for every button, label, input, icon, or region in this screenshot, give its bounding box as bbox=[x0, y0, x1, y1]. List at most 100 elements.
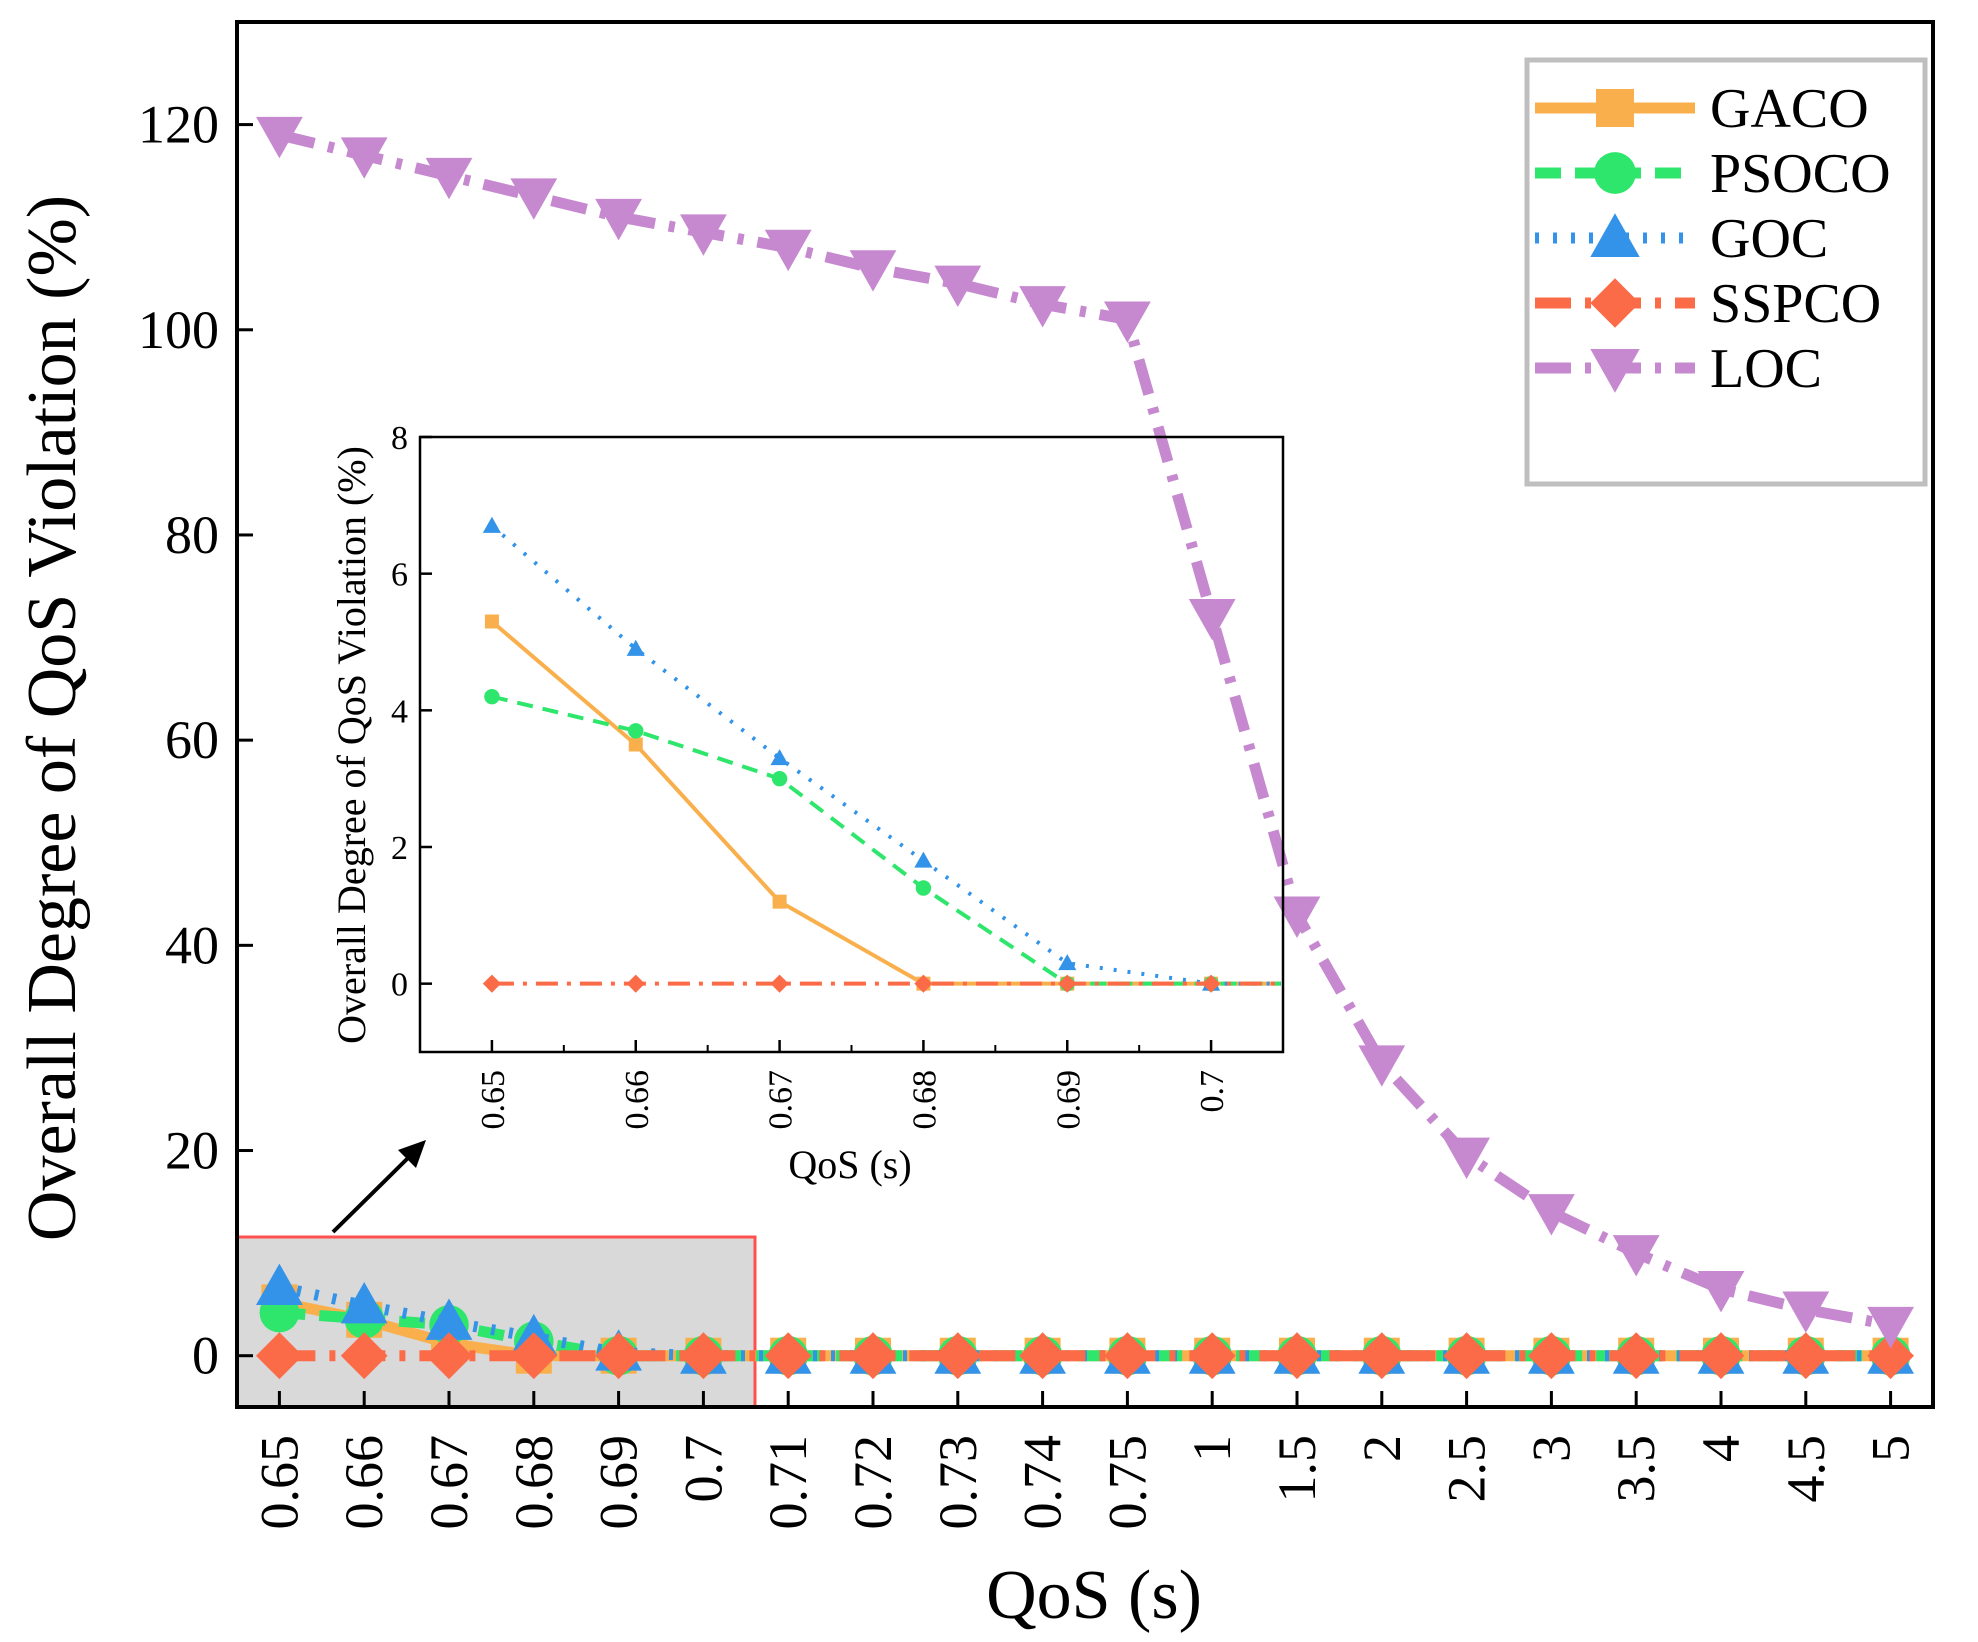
inset-y-tick-label: 8 bbox=[391, 420, 408, 457]
data-point-sspco bbox=[934, 1332, 982, 1380]
data-point-loc bbox=[1104, 301, 1151, 343]
main-y-tick-label: 40 bbox=[165, 915, 219, 975]
inset-point-gaco bbox=[628, 737, 643, 752]
main-x-tick-label: 0.66 bbox=[334, 1435, 394, 1530]
main-series bbox=[256, 116, 1914, 1380]
data-point-goc bbox=[340, 1282, 388, 1324]
inset-y-tick-label: 6 bbox=[391, 557, 408, 594]
inset-point-sspco bbox=[482, 974, 502, 993]
main-y-tick-label: 60 bbox=[165, 710, 219, 770]
data-point-sspco bbox=[595, 1332, 642, 1380]
legend-label-psoco: PSOCO bbox=[1710, 143, 1891, 205]
inset-ticks bbox=[420, 435, 1213, 1052]
data-point-loc bbox=[425, 157, 473, 200]
inset-point-psoco bbox=[915, 880, 932, 896]
legend-label-sspco: SSPCO bbox=[1710, 273, 1881, 335]
inset-point-goc bbox=[482, 516, 502, 533]
main-x-tick-label: 0.75 bbox=[1097, 1435, 1157, 1530]
data-point-goc bbox=[256, 1263, 303, 1305]
data-point-loc bbox=[256, 116, 303, 159]
data-point-sspco bbox=[256, 1332, 303, 1380]
legend-marker-psoco bbox=[1594, 152, 1636, 194]
main-x-tick-label: 0.67 bbox=[419, 1435, 479, 1530]
main-x-tick-label: 3.5 bbox=[1606, 1435, 1666, 1503]
main-y-axis-title: Overall Degree of QoS Violation (%) bbox=[14, 195, 91, 1241]
data-point-loc bbox=[1358, 1045, 1406, 1087]
inset-line-psoco bbox=[491, 694, 1281, 986]
data-point-loc bbox=[1443, 1137, 1490, 1180]
inset-x-axis-title: QoS (s) bbox=[788, 1142, 911, 1187]
inset-point-goc bbox=[914, 851, 933, 868]
data-point-sspco bbox=[1019, 1332, 1066, 1380]
data-point-sspco bbox=[1104, 1332, 1151, 1380]
data-point-loc bbox=[510, 178, 558, 220]
main-x-tick-label: 0.65 bbox=[249, 1435, 309, 1530]
data-point-sspco bbox=[425, 1332, 473, 1380]
data-point-loc bbox=[1273, 896, 1321, 938]
inset-x-tick-label: 0.67 bbox=[763, 1070, 800, 1130]
main-x-tick-label: 0.74 bbox=[1013, 1435, 1073, 1530]
data-point-sspco bbox=[1528, 1332, 1575, 1380]
main-x-tick-label: 3 bbox=[1521, 1435, 1581, 1462]
inset-point-goc bbox=[1058, 954, 1077, 971]
main-x-tick-label: 0.7 bbox=[673, 1435, 733, 1503]
inset-line-goc bbox=[490, 524, 1281, 986]
inset-x-tick-label: 0.65 bbox=[475, 1070, 512, 1130]
main-x-tick-label: 0.68 bbox=[504, 1435, 564, 1530]
data-point-sspco bbox=[849, 1332, 897, 1380]
inset-x-tick-label: 0.7 bbox=[1194, 1070, 1231, 1113]
data-point-loc bbox=[1867, 1306, 1914, 1349]
legend-label-loc: LOC bbox=[1710, 338, 1822, 400]
main-x-tick-label: 0.69 bbox=[589, 1435, 649, 1530]
inset-series-goc bbox=[482, 516, 1281, 991]
data-point-sspco bbox=[1612, 1332, 1660, 1380]
inset-y-tick-label: 4 bbox=[391, 693, 408, 730]
data-point-loc bbox=[764, 229, 812, 272]
data-point-sspco bbox=[1782, 1332, 1830, 1380]
main-x-tick-label: 2 bbox=[1352, 1435, 1412, 1462]
zoom-arrow bbox=[331, 1156, 410, 1234]
inset-series-gaco bbox=[484, 614, 1281, 991]
legend-marker-sspco bbox=[1590, 278, 1640, 328]
inset-point-psoco bbox=[771, 770, 788, 787]
inset-x-tick-label: 0.69 bbox=[1050, 1070, 1087, 1130]
inset-x-tick-label: 0.66 bbox=[619, 1070, 656, 1130]
data-point-sspco bbox=[340, 1332, 388, 1380]
legend-label-goc: GOC bbox=[1710, 208, 1828, 270]
data-point-sspco bbox=[1273, 1332, 1321, 1380]
legend-marker-loc bbox=[1590, 349, 1640, 393]
data-point-sspco bbox=[1358, 1332, 1406, 1380]
inset-point-gaco bbox=[772, 894, 787, 909]
inset-point-goc bbox=[626, 639, 645, 656]
inset-point-psoco bbox=[484, 688, 500, 705]
legend-marker-gaco bbox=[1596, 89, 1634, 127]
data-point-loc bbox=[1612, 1235, 1660, 1277]
inset-point-sspco bbox=[770, 974, 789, 993]
data-point-loc bbox=[1782, 1291, 1830, 1333]
series-loc bbox=[256, 116, 1914, 1349]
main-x-tick-label: 4.5 bbox=[1776, 1435, 1836, 1503]
data-point-sspco bbox=[1697, 1332, 1745, 1380]
data-point-sspco bbox=[680, 1332, 727, 1380]
main-y-tick-label: 0 bbox=[192, 1326, 219, 1386]
data-point-loc bbox=[595, 198, 642, 241]
data-point-sspco bbox=[510, 1332, 558, 1380]
legend-frame bbox=[1524, 57, 1928, 487]
inset-point-sspco bbox=[626, 974, 645, 993]
inset-y-tick-label: 2 bbox=[391, 830, 408, 867]
data-point-loc bbox=[1697, 1271, 1745, 1313]
main-x-tick-label: 1 bbox=[1182, 1435, 1242, 1462]
data-point-loc bbox=[1019, 286, 1066, 328]
inset-series bbox=[482, 516, 1281, 993]
main-x-tick-label: 0.73 bbox=[928, 1435, 988, 1530]
main-x-tick-label: 5 bbox=[1861, 1435, 1921, 1462]
data-point-loc bbox=[680, 214, 727, 256]
data-point-loc bbox=[1188, 599, 1236, 641]
main-x-tick-label: 0.72 bbox=[843, 1435, 903, 1530]
main-y-tick-label: 120 bbox=[138, 95, 219, 155]
inset-x-tick-label: 0.68 bbox=[906, 1070, 943, 1130]
inset-point-psoco bbox=[628, 723, 644, 739]
